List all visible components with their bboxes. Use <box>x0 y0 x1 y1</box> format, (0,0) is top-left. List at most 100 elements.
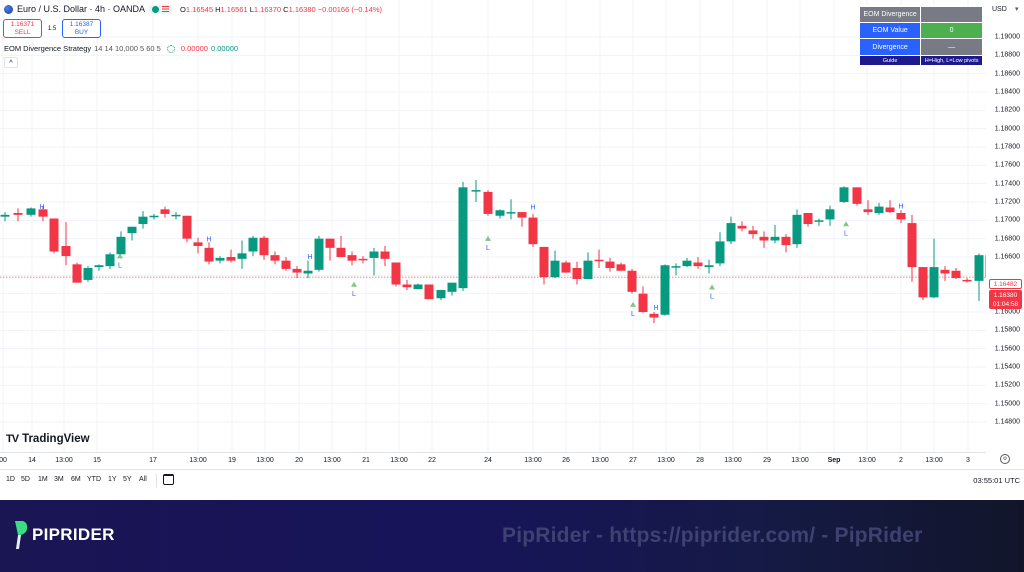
time-label: 13:00 <box>256 457 274 464</box>
candle <box>627 268 637 294</box>
candle <box>852 187 862 206</box>
candle <box>471 180 481 203</box>
candle <box>951 268 961 280</box>
candle <box>792 209 802 248</box>
price-label: 1.18400 <box>994 88 1020 96</box>
candle <box>863 200 873 215</box>
candle <box>458 181 468 291</box>
piprider-mark-icon <box>15 521 28 549</box>
price-scale[interactable]: USD ▾ 1.19000 1.18800 1.18600 1.18400 1.1820… <box>986 0 1024 452</box>
piprider-watermark: PipRider - https://piprider.com/ - PipRi… <box>502 524 923 547</box>
time-label: 29 <box>763 457 771 464</box>
price-label: 1.17200 <box>994 198 1020 206</box>
high-value: 1.16561 <box>220 4 248 14</box>
candle <box>116 231 126 255</box>
range-button-1y[interactable]: 1Y <box>108 476 117 483</box>
candle <box>660 264 670 316</box>
candle <box>38 206 48 222</box>
menu-icon <box>162 6 170 12</box>
currency-selector[interactable]: USD <box>992 6 1007 13</box>
pivot-low-arrow-icon <box>117 253 123 259</box>
pivot-low-arrow-icon <box>485 235 491 241</box>
time-scale[interactable]: 00 14 13:00 15 17 13:00 19 13:00 20 13:00 21 13:00 2… <box>0 452 986 468</box>
time-label: 13:00 <box>724 457 742 464</box>
high-label: H <box>215 4 221 14</box>
candle <box>737 221 747 232</box>
candle <box>561 260 571 273</box>
candle <box>974 253 984 302</box>
time-label: 13:00 <box>925 457 943 464</box>
bottom-toolbar: 1D 5D 1M 3M 6M YTD 1Y 5Y All 03:55:01 UTC <box>0 469 1024 490</box>
candle <box>704 259 714 274</box>
range-button-1d[interactable]: 1D <box>6 476 15 483</box>
time-label: 13:00 <box>524 457 542 464</box>
range-button-5d[interactable]: 5D <box>21 476 30 483</box>
range-button-5y[interactable]: 5Y <box>123 476 132 483</box>
candle <box>72 262 82 283</box>
indicator-value-2: 0.00000 <box>210 44 239 53</box>
market-open-icon <box>152 5 160 13</box>
candle <box>770 224 780 244</box>
candle <box>447 282 457 296</box>
candle <box>49 218 59 254</box>
range-button-6m[interactable]: 6M <box>71 476 81 483</box>
range-button-3m[interactable]: 3M <box>54 476 64 483</box>
indicator-params: 14 14 10,000 5 60 5 <box>94 44 161 53</box>
market-status-pill[interactable] <box>149 4 173 14</box>
price-label: 1.18800 <box>994 51 1020 59</box>
candle <box>929 238 939 299</box>
pivot-low-label: L <box>352 291 356 298</box>
candle <box>149 213 159 220</box>
indicator-legend[interactable]: EOM Divergence Strategy 14 14 10,000 5 6… <box>4 44 238 53</box>
time-label: 13:00 <box>323 457 341 464</box>
indicator-name[interactable]: EOM Divergence Strategy <box>4 44 92 53</box>
range-button-1m[interactable]: 1M <box>38 476 48 483</box>
pivot-low-arrow-icon <box>709 284 715 290</box>
sell-button[interactable]: 1.16371 SELL <box>3 19 42 38</box>
tradingview-logo[interactable]: TV TradingView <box>6 433 90 445</box>
guide-label: Guide <box>858 55 922 66</box>
open-value: 1.16545 <box>185 4 214 14</box>
symbol-header: Euro / U.S. Dollar · 4h · OANDA O1.16545… <box>4 4 382 14</box>
time-label: 28 <box>696 457 704 464</box>
candle <box>292 266 302 279</box>
range-button-all[interactable]: All <box>139 476 147 483</box>
pivot-high-label: H <box>307 254 312 261</box>
low-value: 1.16370 <box>253 4 282 14</box>
candle <box>61 222 71 266</box>
buy-button[interactable]: 1.16387 BUY <box>62 19 101 38</box>
buy-label: BUY <box>74 29 89 36</box>
candle <box>874 202 884 215</box>
candlestick-chart[interactable]: H L H H L L H L H L L H <box>0 0 986 452</box>
divider <box>156 474 157 487</box>
price-label: 1.15200 <box>994 381 1020 389</box>
pivot-low-arrow-icon <box>351 281 357 287</box>
candle <box>896 210 906 224</box>
chevron-down-icon: ▾ <box>1015 6 1019 13</box>
time-label: 17 <box>149 457 157 464</box>
time-label: 19 <box>228 457 236 464</box>
open-label: O <box>180 4 186 14</box>
candle <box>193 237 203 254</box>
time-label: 27 <box>629 457 637 464</box>
pivot-low-arrow-icon <box>630 301 636 307</box>
pivot-low-label: L <box>631 311 635 318</box>
settings-gear-icon[interactable]: ⚙ <box>1000 454 1010 464</box>
candle <box>160 206 170 218</box>
range-button-ytd[interactable]: YTD <box>87 476 101 483</box>
clock[interactable]: 03:55:01 UTC <box>973 476 1020 485</box>
collapse-legend-button[interactable]: ^ <box>4 57 18 68</box>
calendar-icon[interactable] <box>163 474 174 485</box>
candle <box>380 246 390 267</box>
low-label: L <box>249 4 254 14</box>
candle <box>495 209 505 219</box>
chart-pane[interactable]: H L H H L L H L H L L H Euro / U.S. Dollar · 4h · O… <box>0 0 986 452</box>
chevron-up-icon: ^ <box>9 60 13 67</box>
price-label: 1.16000 <box>994 308 1020 316</box>
candle <box>83 266 93 282</box>
divergence-label: Divergence <box>858 38 922 56</box>
candle <box>259 235 269 260</box>
candle <box>517 212 527 227</box>
symbol-title[interactable]: Euro / U.S. Dollar · 4h · OANDA <box>17 4 146 14</box>
candle <box>483 190 493 216</box>
